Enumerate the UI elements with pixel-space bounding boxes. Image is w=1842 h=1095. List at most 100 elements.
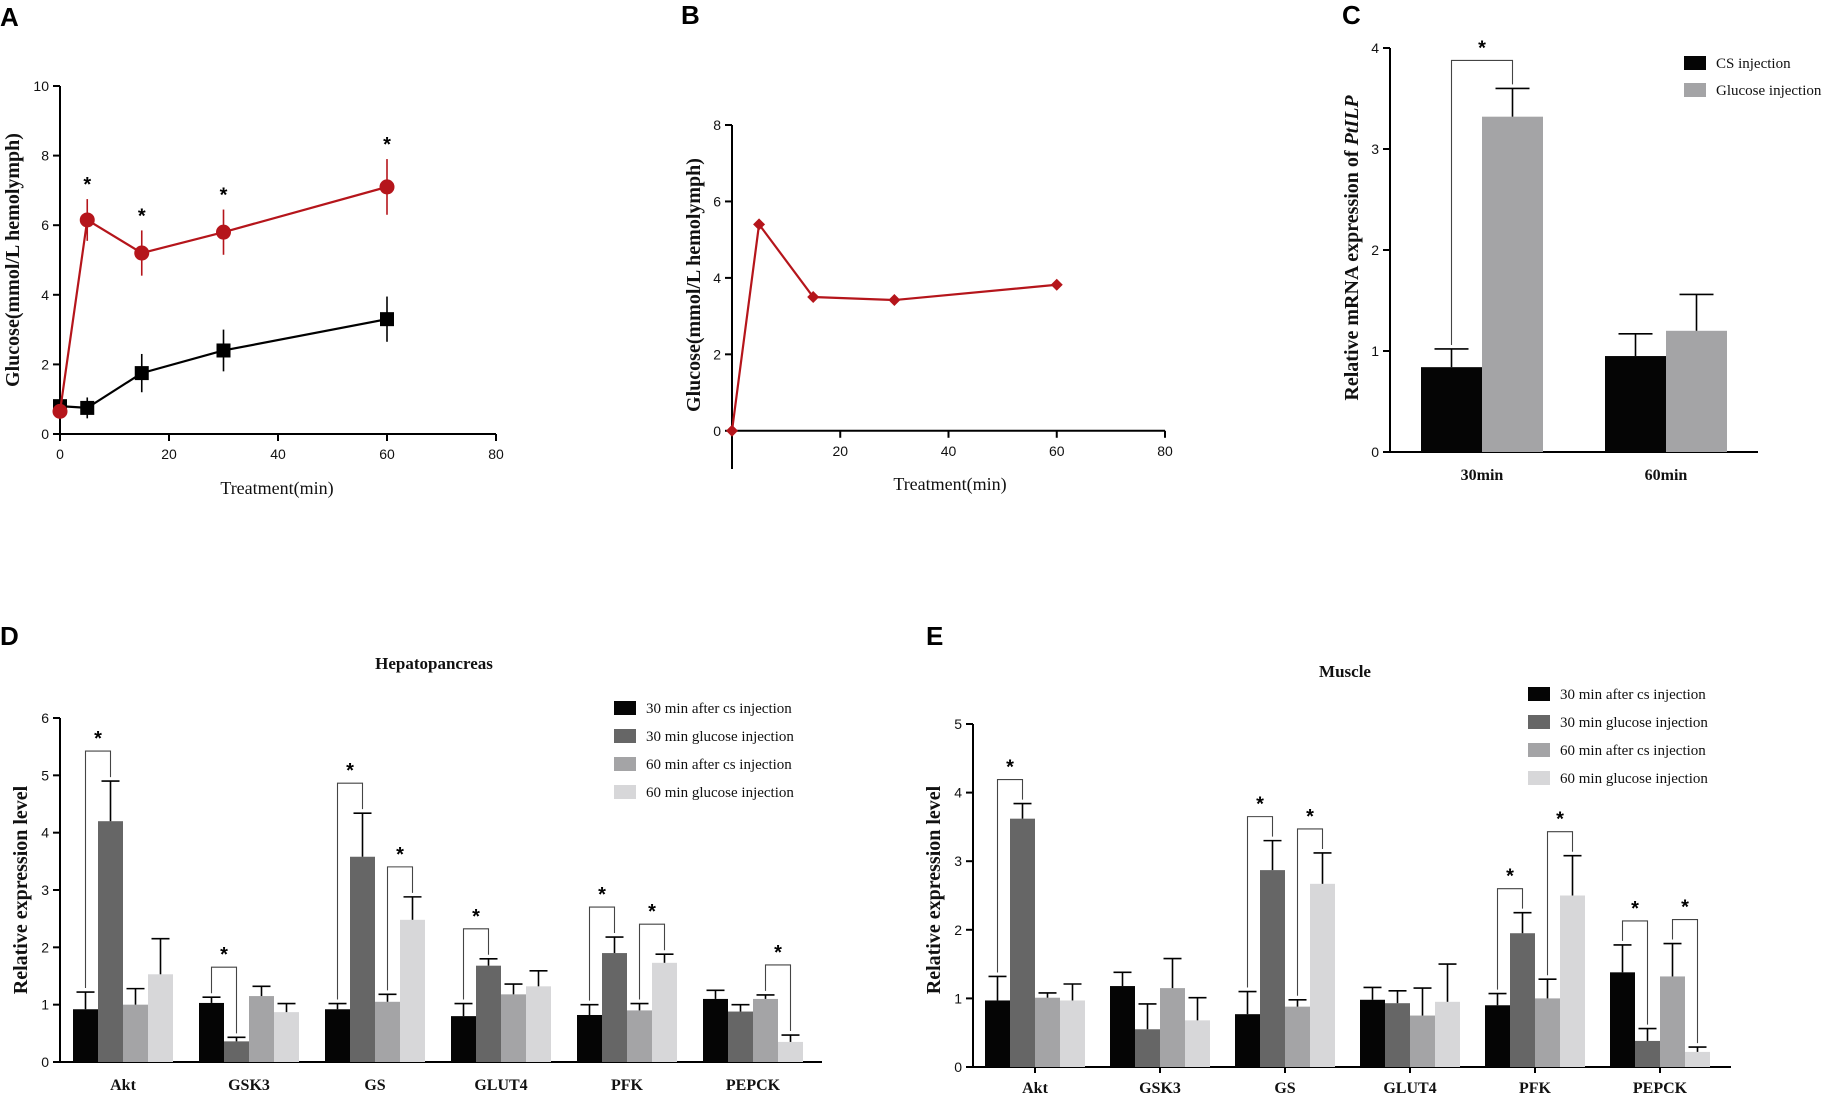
panel-a-xtick-label: 0 [56, 446, 64, 462]
panel-b-point [1050, 278, 1063, 291]
panel-d-significance-star: * [94, 728, 102, 750]
panel-d-legend-label: 60 min glucose injection [646, 785, 794, 801]
panel-d-bar [123, 1004, 148, 1062]
panel-e-bar [1685, 1051, 1710, 1067]
panel-e-legend-swatch [1528, 715, 1550, 729]
panel-e-ytick-label: 0 [954, 1059, 962, 1075]
panel-e-ytick-label: 3 [954, 853, 962, 869]
panel-c-bar [1482, 116, 1543, 453]
panel-e-axes: 0 1 2 3 4 5 Akt GSK3 GS GLUT4 PFK PEPCK [954, 716, 1731, 1095]
panel-e-significance-star: * [1631, 898, 1639, 920]
panel-d-significance-bracket [386, 866, 414, 991]
panel-a-ylabel: Glucose(mmol/L hemolymph) [2, 133, 24, 387]
panel-e-legend-label: 30 min glucose injection [1560, 715, 1708, 731]
panel-d-significance-star: * [472, 906, 480, 928]
panel-d-title: Hepatopancreas [375, 654, 493, 673]
panel-d-legend-swatch [614, 701, 636, 715]
panel-e-title: Muscle [1319, 662, 1371, 681]
panel-d-significance-star: * [598, 884, 606, 906]
panel-d-bar [526, 986, 551, 1062]
panel-d-significance-bracket [336, 782, 364, 1000]
panel-a-xtick-label: 80 [488, 446, 504, 462]
panel-d-ytick-label: 0 [41, 1054, 49, 1070]
panel-letter-c: C [1342, 0, 1361, 30]
panel-b-point [726, 424, 738, 437]
panel-d-marks: * * * * * * * * [73, 728, 803, 1062]
panel-letter-d: D [0, 621, 19, 651]
panel-c-legend: CS injection Glucose injection [1684, 56, 1822, 99]
panel-d-legend-swatch [614, 757, 636, 771]
panel-c-ytick-label: 3 [1371, 141, 1379, 157]
panel-d-bar [703, 998, 728, 1062]
panel-d-ytick-label: 4 [41, 825, 49, 841]
panel-e-ytick-label: 2 [954, 922, 962, 938]
panel-b-ytick-label: 0 [713, 423, 721, 439]
panel-b-point [888, 294, 901, 307]
panel-d-axes: 0 1 2 3 4 5 6 Akt GSK3 GS GLUT4 PFK PEPCK [41, 710, 822, 1094]
panel-d-category-label: PEPCK [726, 1077, 781, 1094]
panel-e-category-label: Akt [1022, 1080, 1048, 1095]
panel-a-point [379, 179, 395, 195]
panel-b-point [807, 291, 820, 303]
panel-e-legend-swatch [1528, 687, 1550, 701]
panel-c-significance-bracket [1450, 59, 1514, 345]
panel-e-category-label: GS [1274, 1080, 1295, 1095]
panel-b-point [753, 218, 766, 231]
panel-a-point [52, 403, 68, 419]
panel-a-axes: 0 2 4 6 8 10 0 20 40 60 80 [33, 78, 504, 462]
panel-c-legend-label: Glucose injection [1716, 83, 1822, 99]
panel-e-bar [1060, 1000, 1085, 1067]
panel-b-marks [726, 218, 1063, 437]
panel-c-category-label: 30min [1461, 467, 1504, 484]
panel-d-bar [199, 1002, 224, 1062]
panel-e-bar [1285, 1006, 1310, 1067]
panel-d-legend-label: 30 min glucose injection [646, 729, 794, 745]
panel-d-bar [501, 994, 526, 1062]
panel-e-bar [1360, 999, 1385, 1067]
panel-d-ylabel: Relative expression level [10, 785, 32, 994]
panel-a-point [134, 366, 149, 381]
panel-e-bar [1410, 1015, 1435, 1067]
panel-e-significance-star: * [1306, 806, 1314, 828]
panel-e-significance-bracket [1671, 918, 1699, 1044]
panel-c-legend-swatch [1684, 83, 1706, 97]
panel-c-ylabel-gene: PtILP [1341, 95, 1363, 147]
panel-c-category-label: 60min [1645, 467, 1688, 484]
panel-a: 0 2 4 6 8 10 0 20 40 60 80 * * * * Treatment(min) Glu… [2, 78, 504, 499]
panel-a-ytick-label: 8 [41, 148, 49, 164]
panel-d-significance-star: * [774, 942, 782, 964]
panel-d-bar [148, 974, 173, 1062]
panel-c-legend-swatch [1684, 56, 1706, 70]
panel-e-ytick-label: 5 [954, 716, 962, 732]
panel-e-significance-star: * [1556, 809, 1564, 831]
panel-b-ytick-label: 6 [713, 193, 721, 209]
panel-e-significance-bracket [1246, 816, 1274, 988]
panel-c-ylabel-prefix: Relative mRNA expression of [1341, 145, 1363, 400]
panel-b-ytick-label: 8 [713, 117, 721, 133]
panel-e-legend-swatch [1528, 743, 1550, 757]
panel-b-xtick-label: 20 [832, 443, 848, 459]
panel-e-significance-bracket [1496, 888, 1524, 990]
panel-b-ylabel: Glucose(mmol/L hemolymph) [683, 158, 705, 412]
panel-d-bar [602, 953, 627, 1062]
panel-d-significance-bracket [462, 928, 490, 1000]
panel-d-ytick-label: 1 [41, 997, 49, 1013]
panel-d-bar [627, 1010, 652, 1062]
panel-d-ytick-label: 6 [41, 710, 49, 726]
panel-e-category-label: PFK [1519, 1080, 1552, 1095]
panel-c-ytick-label: 2 [1371, 242, 1379, 258]
panel-e-bar [1010, 818, 1035, 1067]
panel-c-bar [1421, 367, 1482, 452]
panel-e-ytick-label: 1 [954, 990, 962, 1006]
panel-d-ytick-label: 5 [41, 767, 49, 783]
panel-letter-e: E [926, 621, 943, 651]
panel-e-significance-bracket [1546, 831, 1574, 976]
panel-e-legend-swatch [1528, 771, 1550, 785]
panel-d-legend-swatch [614, 785, 636, 799]
panel-a-point [79, 212, 95, 228]
panel-e-ytick-label: 4 [954, 785, 962, 801]
panel-d-bar [476, 965, 501, 1062]
panel-a-significance-star: * [138, 205, 146, 227]
panel-a-ytick-label: 4 [41, 287, 49, 303]
